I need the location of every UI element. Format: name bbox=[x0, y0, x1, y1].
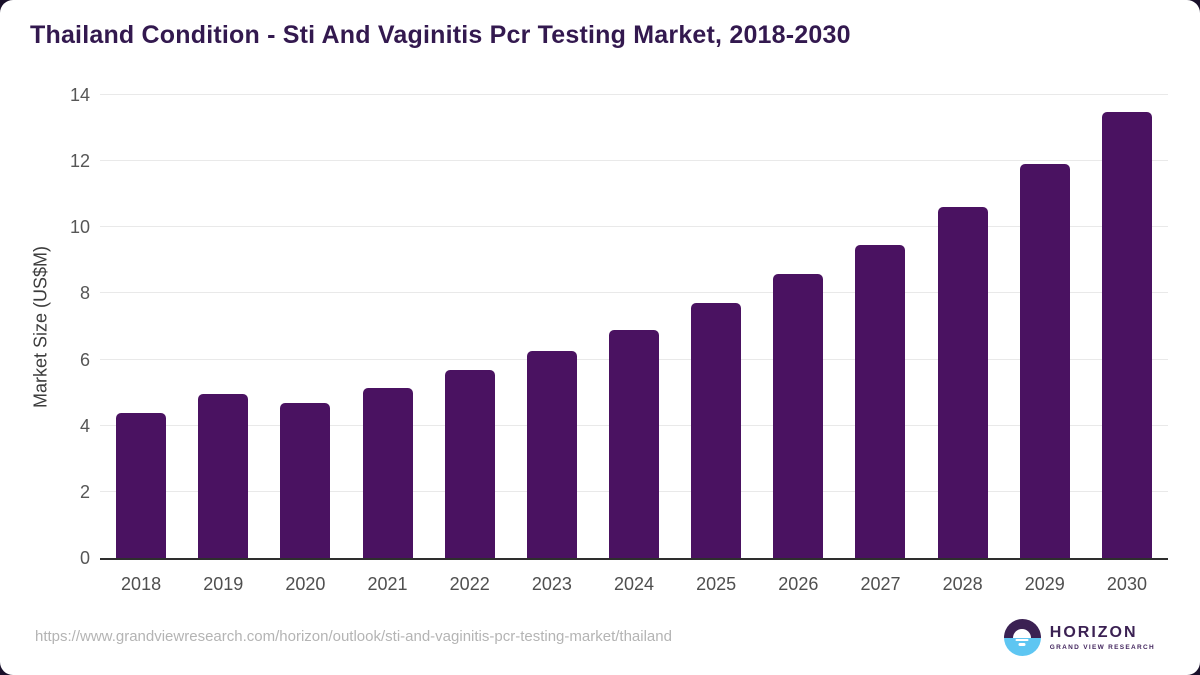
x-tick-label-2022: 2022 bbox=[449, 574, 490, 594]
x-tick-label-2023: 2023 bbox=[531, 574, 572, 594]
source-url: https://www.grandviewresearch.com/horizo… bbox=[35, 628, 672, 645]
x-axis-labels: 2018 2019 2020 2021 2022 2023 2024 2025 2026 2027… bbox=[100, 562, 1168, 595]
horizon-logo: HORIZON GRAND VIEW RESEARCH bbox=[1003, 619, 1155, 656]
x-tick-label-2028: 2028 bbox=[942, 574, 983, 594]
bars bbox=[100, 95, 1168, 558]
bar-2018 bbox=[116, 412, 167, 558]
bar-slot-2027 bbox=[839, 95, 921, 558]
bar-slot-2021 bbox=[346, 95, 428, 558]
logo-reflection-line-2 bbox=[1018, 643, 1026, 646]
x-tick-label-2026: 2026 bbox=[778, 574, 819, 594]
bar-slot-2019 bbox=[182, 95, 264, 558]
bar-slot-2026 bbox=[757, 95, 839, 558]
plot-area bbox=[100, 94, 1168, 560]
horizon-sun-icon bbox=[1003, 619, 1041, 656]
x-tick-label-2021: 2021 bbox=[367, 574, 408, 594]
y-tick-label-10: 10 bbox=[69, 217, 90, 238]
bar-slot-2025 bbox=[675, 95, 757, 558]
y-tick-label-0: 0 bbox=[79, 548, 90, 568]
gridline-14 bbox=[100, 94, 1168, 95]
bar-slot-2028 bbox=[922, 95, 1004, 558]
logo-sea-half bbox=[1003, 637, 1041, 656]
bar-2023 bbox=[526, 351, 577, 558]
logo-text: HORIZON GRAND VIEW RESEARCH bbox=[1050, 624, 1155, 652]
gridline-8 bbox=[100, 292, 1168, 294]
bar-2022 bbox=[444, 369, 495, 558]
bar-slot-2030 bbox=[1086, 95, 1168, 558]
y-axis-ticks: 0 2 4 6 8 10 12 14 bbox=[0, 86, 90, 567]
bar-slot-2029 bbox=[1004, 95, 1086, 558]
y-tick-label-8: 8 bbox=[79, 283, 90, 304]
x-tick-label-2027: 2027 bbox=[860, 574, 901, 594]
logo-sun bbox=[1013, 628, 1032, 638]
bar-slot-2020 bbox=[264, 95, 346, 558]
x-tick-label-2019: 2019 bbox=[203, 574, 244, 594]
y-tick-label-2: 2 bbox=[79, 481, 90, 502]
bar-2029 bbox=[1019, 164, 1070, 558]
x-tick-label-2029: 2029 bbox=[1024, 574, 1065, 594]
logo-sky-half bbox=[1003, 619, 1041, 638]
x-tick-label-2030: 2030 bbox=[1106, 574, 1147, 594]
y-tick-label-12: 12 bbox=[69, 151, 90, 172]
logo-reflection-line-1 bbox=[1015, 638, 1029, 642]
y-tick-label-14: 14 bbox=[69, 85, 90, 105]
y-tick-label-4: 4 bbox=[79, 415, 90, 436]
bar-2024 bbox=[609, 329, 660, 558]
bar-2028 bbox=[937, 207, 988, 558]
bar-slot-2018 bbox=[100, 95, 182, 558]
x-tick-label-2020: 2020 bbox=[285, 574, 326, 594]
bar-2025 bbox=[691, 303, 742, 558]
y-tick-label-6: 6 bbox=[79, 349, 90, 370]
gridline-10 bbox=[100, 226, 1168, 228]
bar-slot-2023 bbox=[511, 95, 593, 558]
chart-title: Thailand Condition - Sti And Vaginitis P… bbox=[30, 21, 851, 49]
bar-2027 bbox=[855, 245, 906, 558]
x-tick-label-2018: 2018 bbox=[121, 574, 162, 594]
x-tick-label-2025: 2025 bbox=[696, 574, 737, 594]
bar-2021 bbox=[362, 387, 413, 558]
bar-2020 bbox=[280, 402, 331, 558]
bar-2030 bbox=[1101, 111, 1152, 558]
x-tick-label-2024: 2024 bbox=[613, 574, 655, 594]
gridline-12 bbox=[100, 160, 1168, 162]
logo-subbrand: GRAND VIEW RESEARCH bbox=[1049, 644, 1155, 652]
logo-brand: HORIZON bbox=[1049, 623, 1138, 641]
bar-slot-2024 bbox=[593, 95, 675, 558]
bar-2026 bbox=[773, 273, 824, 558]
bar-slot-2022 bbox=[429, 95, 511, 558]
bar-2019 bbox=[198, 394, 249, 558]
